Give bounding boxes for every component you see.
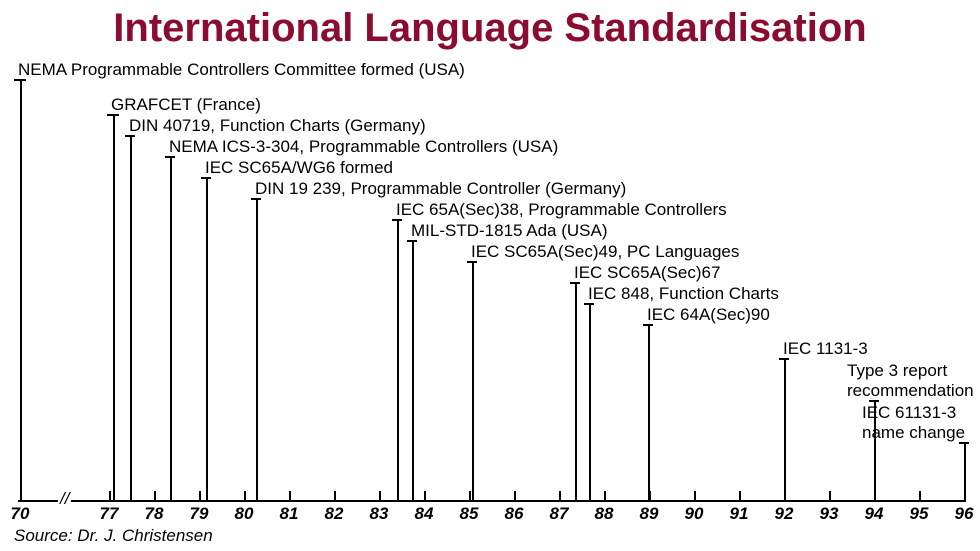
axis-tick-label: 93 (820, 504, 839, 524)
axis-tick (199, 491, 201, 500)
axis-tick (604, 491, 606, 500)
event-cap (869, 400, 879, 402)
axis-tick (379, 491, 381, 500)
event-line (412, 240, 414, 500)
axis-tick-label: 79 (190, 504, 209, 524)
event-label: DIN 19 239, Programmable Controller (Ger… (255, 179, 626, 199)
axis-tick (514, 491, 516, 500)
event-label: Type 3 reportrecommendation (847, 361, 974, 400)
event-label: DIN 40719, Function Charts (Germany) (129, 116, 426, 136)
event-label: MIL-STD-1815 Ada (USA) (411, 221, 608, 241)
axis-tick-label: 91 (730, 504, 749, 524)
event-label: NEMA ICS-3-304, Programmable Controllers… (169, 137, 558, 157)
timeline-chart: // 70 77 78 79 80 81 82 83 84 85 86 87 88 89 90 91 92 93 94… (0, 6, 980, 551)
axis-tick (739, 491, 741, 500)
event-line (589, 303, 591, 500)
axis-tick-label: 80 (235, 504, 254, 524)
axis-tick (829, 491, 831, 500)
axis-tick-label: 84 (415, 504, 434, 524)
event-line (206, 177, 208, 500)
axis-tick (109, 491, 111, 500)
event-line (256, 198, 258, 500)
axis-tick (919, 491, 921, 500)
axis-tick-label: 70 (11, 504, 30, 524)
axis-tick-label: 95 (910, 504, 929, 524)
axis-tick (469, 491, 471, 500)
axis-tick-label: 86 (505, 504, 524, 524)
axis-tick-label: 90 (685, 504, 704, 524)
event-line (472, 261, 474, 500)
axis-tick-label: 82 (325, 504, 344, 524)
axis-tick-label: 83 (370, 504, 389, 524)
event-line (575, 282, 577, 500)
axis-tick (334, 491, 336, 500)
axis-tick (289, 491, 291, 500)
event-line (397, 219, 399, 500)
event-label: IEC 1131-3 (783, 339, 868, 359)
event-label: IEC 64A(Sec)90 (647, 305, 770, 325)
event-line (648, 324, 650, 500)
event-label: GRAFCET (France) (111, 95, 261, 115)
axis-tick-label: 89 (640, 504, 659, 524)
event-line (130, 135, 132, 500)
event-line (20, 79, 22, 500)
axis-tick-label: 94 (865, 504, 884, 524)
axis-break: // (58, 489, 71, 509)
event-label: IEC 61131-3name change (862, 403, 965, 442)
event-label: IEC 848, Function Charts (588, 284, 779, 304)
axis-tick (694, 491, 696, 500)
event-label: IEC 65A(Sec)38, Programmable Controllers (396, 200, 727, 220)
axis-tick-label: 92 (775, 504, 794, 524)
axis-tick-label: 96 (955, 504, 974, 524)
axis-tick (424, 491, 426, 500)
event-line (113, 114, 115, 500)
event-label: NEMA Programmable Controllers Committee … (18, 60, 465, 80)
axis-tick-label: 87 (550, 504, 569, 524)
axis-tick-label: 85 (460, 504, 479, 524)
source-credit: Source: Dr. J. Christensen (14, 526, 213, 546)
event-line (964, 442, 966, 500)
axis-tick-label: 81 (280, 504, 299, 524)
event-label: IEC SC65A/WG6 formed (205, 158, 393, 178)
event-line (170, 156, 172, 500)
axis-tick (244, 491, 246, 500)
axis-line (18, 500, 966, 502)
axis-tick (154, 491, 156, 500)
event-line (784, 358, 786, 500)
axis-tick-label: 77 (100, 504, 119, 524)
axis-tick-label: 78 (145, 504, 164, 524)
event-cap (959, 442, 969, 444)
axis-tick-label: 88 (595, 504, 614, 524)
event-label: IEC SC65A(Sec)67 (574, 263, 720, 283)
axis-tick (559, 491, 561, 500)
event-label: IEC SC65A(Sec)49, PC Languages (471, 242, 739, 262)
